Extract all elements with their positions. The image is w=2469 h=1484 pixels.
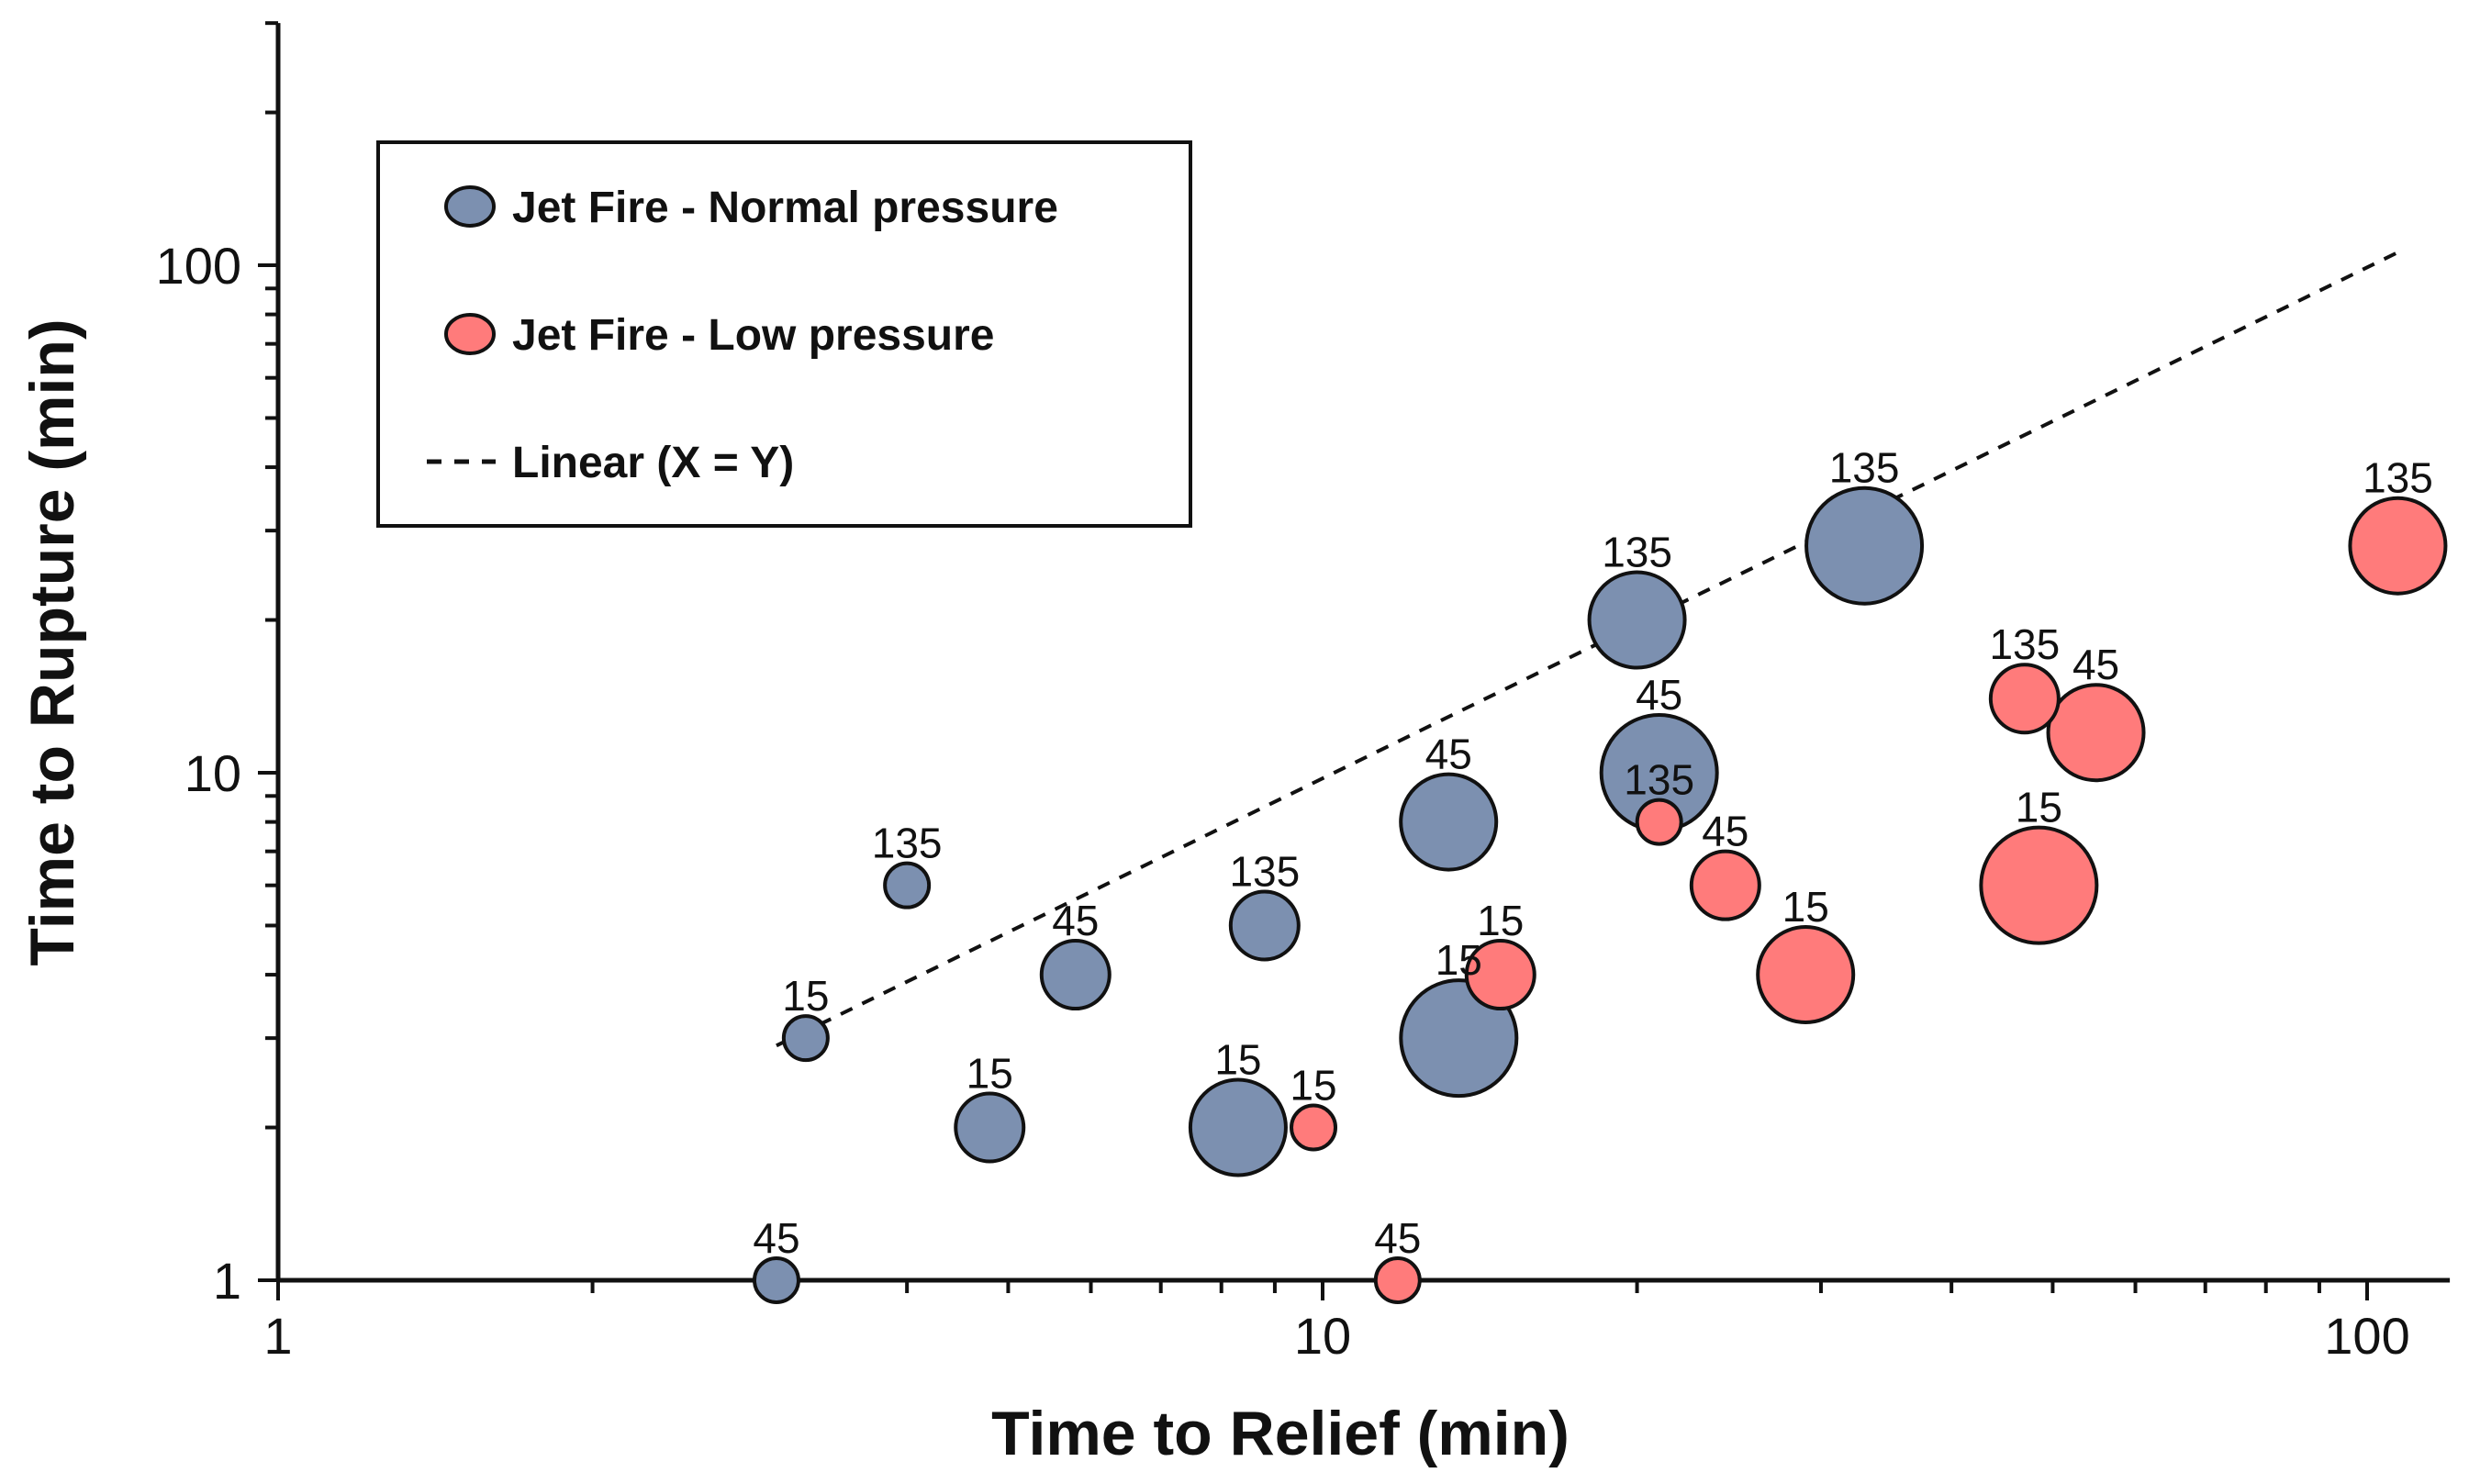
bubble-label: 135 [1602,529,1672,576]
bubble-label: 45 [1702,808,1748,855]
y-axis-title: Time to Rupture (min) [17,318,87,965]
bubble-label: 45 [1052,897,1099,944]
y-tick-label: 10 [184,744,241,802]
bubble-label: 15 [1214,1036,1261,1084]
x-tick-label: 10 [1294,1307,1351,1365]
bubble-label: 45 [2072,641,2119,688]
bubble-low-pressure [1635,798,1683,846]
bubble-labels-group: 1545135151545135154513515451351545135451… [753,444,2432,1262]
bubble-label: 135 [1989,620,2060,668]
axes: 1 10 100 1 10 100 [156,21,2451,1365]
bubble-label: 45 [753,1214,799,1262]
trendline [776,251,2399,1048]
legend-label-normal: Jet Fire - Normal pressure [512,184,1058,232]
bubble-label: 135 [1624,756,1694,804]
bubble-normal-pressure [1188,1077,1288,1177]
legend-marker-low [444,313,496,355]
bubble-label: 135 [872,820,943,867]
bubble-label: 45 [1374,1214,1421,1262]
bubble-label: 135 [1229,847,1300,895]
x-tick-label: 1 [263,1307,292,1365]
bubble-normal-pressure [954,1091,1026,1164]
bubble-label: 15 [966,1050,1013,1098]
legend-label-trendline: Linear (X = Y) [512,439,794,487]
bubble-normal-pressure [1587,570,1687,670]
bubble-low-pressure [1290,1103,1338,1152]
bubble-low-pressure [1689,849,1761,921]
bubble-normal-pressure [1804,485,1925,606]
bubble-label: 15 [1436,936,1482,984]
bubble-normal-pressure [781,1014,830,1063]
trendline-group [776,251,2399,1048]
y-tick-label: 100 [156,237,241,295]
bubble-label: 15 [2016,784,2062,831]
legend-box [376,140,1192,528]
bubble-label: 15 [782,972,829,1020]
bubble-label: 15 [1290,1062,1336,1110]
x-tick-label: 100 [2324,1307,2409,1365]
bubble-normal-pressure [752,1256,800,1304]
y-tick-label: 1 [213,1252,241,1310]
bubble-low-pressure [2348,496,2448,596]
bubble-normal-pressure [1039,939,1112,1011]
bubble-label: 135 [1829,444,1900,492]
bubble-low-pressure [1988,663,2061,735]
bubble-low-pressure [2046,683,2146,783]
bubble-normal-pressure [1399,772,1499,872]
x-axis-title: Time to Relief (min) [991,1399,1570,1468]
bubble-low-pressure [1979,825,2099,945]
bubble-label: 135 [2363,454,2433,502]
legend-label-low: Jet Fire - Low pressure [512,311,995,360]
legend-marker-normal [444,185,496,228]
bubble-label: 15 [1782,883,1829,931]
bubble-label: 15 [1477,897,1524,944]
bubble-low-pressure [1464,939,1536,1011]
bubble-normal-pressure [1228,889,1301,962]
bubbles-group [752,485,2448,1304]
bubble-label: 45 [1636,671,1682,719]
legend: Jet Fire - Normal pressure Jet Fire - Lo… [376,140,1192,528]
bubble-low-pressure [1756,925,1856,1025]
bubble-normal-pressure [1399,978,1519,1099]
bubble-low-pressure [1373,1256,1422,1304]
bubble-normal-pressure [883,861,932,909]
bubble-label: 45 [1425,731,1472,778]
